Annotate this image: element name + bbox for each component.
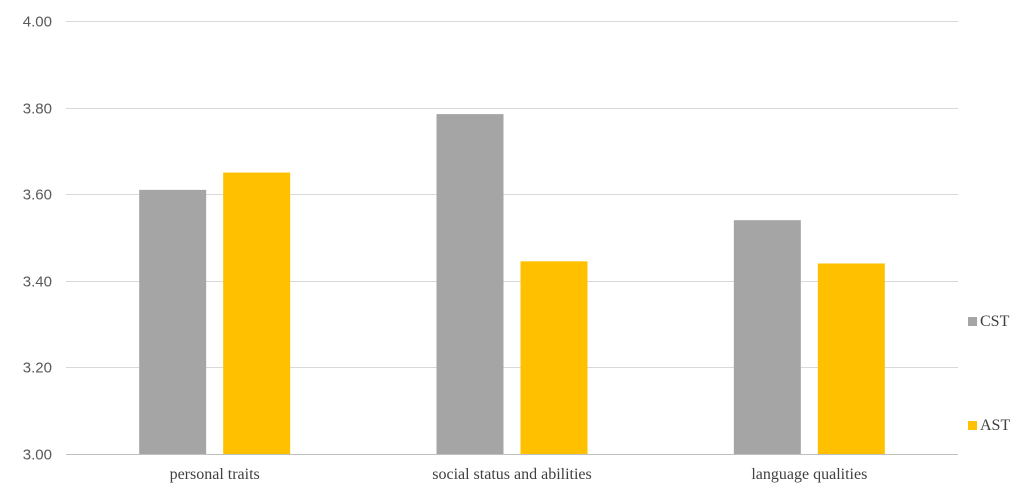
bar-ast-1 bbox=[520, 261, 588, 454]
y-tick-label: 3.60 bbox=[23, 187, 52, 204]
bar-ast-0 bbox=[223, 172, 291, 455]
legend: CST AST bbox=[968, 313, 1010, 434]
bars bbox=[139, 114, 885, 455]
legend-swatch-ast bbox=[968, 421, 977, 430]
legend-label-cst: CST bbox=[980, 313, 1010, 330]
legend-swatch-cst bbox=[968, 317, 977, 326]
y-tick-label: 3.20 bbox=[23, 360, 52, 377]
bar-cst-1 bbox=[436, 114, 504, 454]
y-tick-label: 3.00 bbox=[23, 447, 52, 464]
x-axis-ticks: personal traits social status and abiliti… bbox=[170, 466, 868, 483]
y-tick-label: 3.80 bbox=[23, 101, 52, 118]
x-tick-label: personal traits bbox=[170, 466, 260, 483]
x-tick-label: language qualities bbox=[751, 466, 867, 483]
x-tick-label: social status and abilities bbox=[432, 466, 592, 483]
y-tick-label: 4.00 bbox=[23, 14, 52, 31]
bar-cst-2 bbox=[733, 220, 801, 454]
y-axis-ticks: 3.00 3.20 3.40 3.60 3.80 4.00 bbox=[23, 14, 52, 464]
gridlines bbox=[66, 21, 958, 455]
legend-label-ast: AST bbox=[980, 417, 1010, 434]
y-tick-label: 3.40 bbox=[23, 274, 52, 291]
bar-cst-0 bbox=[139, 189, 207, 454]
bar-ast-2 bbox=[817, 263, 885, 454]
